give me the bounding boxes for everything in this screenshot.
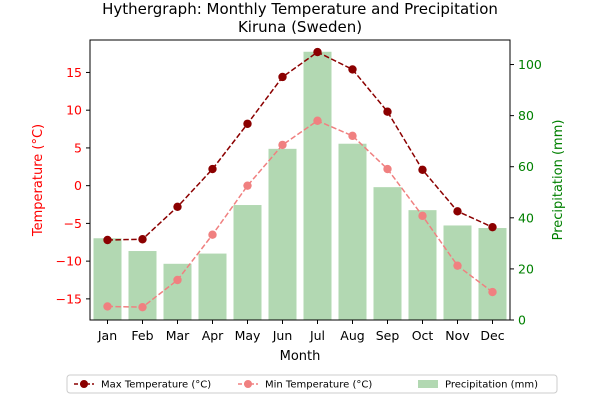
x-tick-label: Dec bbox=[480, 328, 504, 343]
x-tick-label: Nov bbox=[445, 328, 470, 343]
y-left-tick-label: 10 bbox=[66, 103, 82, 118]
min-temp-point-sep bbox=[383, 164, 392, 174]
plot-frame bbox=[89, 39, 511, 321]
x-tick-label: Jul bbox=[309, 328, 325, 343]
y-left-tick-label: −10 bbox=[56, 254, 82, 269]
min-temp-point-may bbox=[243, 181, 252, 190]
y-right-tick-label: 100 bbox=[518, 57, 542, 72]
y-left-tick-label: 15 bbox=[66, 65, 82, 80]
precipitation-bar-jul bbox=[303, 51, 332, 320]
y-axis-right-label: Precipitation (mm) bbox=[551, 120, 566, 241]
max-temp-line bbox=[107, 51, 493, 241]
max-temp-point-feb bbox=[138, 235, 147, 244]
min-temp-point-nov bbox=[453, 261, 462, 270]
min-temp-point-jul bbox=[313, 116, 322, 125]
x-tick-label: Aug bbox=[340, 328, 364, 343]
y-left-tick-label: −5 bbox=[64, 216, 82, 231]
precipitation-bar-sep bbox=[373, 187, 402, 320]
x-tick-label: Jan bbox=[97, 328, 117, 343]
y-axis-left-label: Temperature (°C) bbox=[31, 124, 46, 237]
x-tick-label: Mar bbox=[166, 328, 190, 343]
min-temp-point-oct bbox=[418, 211, 427, 221]
min-temp-point-jun bbox=[278, 140, 287, 150]
legend-max-temp-marker bbox=[80, 380, 88, 388]
max-temp-point-nov bbox=[453, 207, 462, 216]
x-tick-label: Sep bbox=[376, 328, 400, 343]
precipitation-bars bbox=[93, 51, 507, 320]
legend-precipitation-label: Precipitation (mm) bbox=[445, 380, 538, 391]
temperature-lines bbox=[103, 47, 497, 312]
precipitation-bar-jun bbox=[268, 148, 297, 320]
precipitation-bar-may bbox=[233, 205, 262, 320]
chart-subtitle: Kiruna (Sweden) bbox=[238, 18, 362, 36]
y-right-tick-label: 40 bbox=[518, 210, 534, 225]
legend-min-temp-label: Min Temperature (°C) bbox=[265, 380, 372, 391]
min-temp-line bbox=[107, 119, 493, 308]
precipitation-bar-apr bbox=[198, 253, 227, 320]
legend-precipitation-swatch bbox=[418, 380, 438, 388]
max-temp-point-oct bbox=[418, 165, 427, 175]
max-temp-point-jan bbox=[103, 235, 112, 245]
max-temp-point-jul bbox=[313, 47, 322, 57]
chart-title: Hythergraph: Monthly Temperature and Pre… bbox=[102, 0, 498, 18]
y-left-tick-label: 0 bbox=[74, 178, 82, 193]
legend: Max Temperature (°C) Min Temperature (°C)… bbox=[66, 374, 558, 394]
max-temp-point-sep bbox=[383, 107, 392, 116]
precipitation-bar-dec bbox=[478, 228, 507, 320]
y-right-tick-label: 80 bbox=[518, 108, 534, 123]
x-tick-label: Apr bbox=[202, 328, 224, 343]
y-right-tick-label: 20 bbox=[518, 261, 534, 276]
y-axis-left: −15 −10 −5 0 5 10 15 bbox=[56, 65, 90, 306]
y-right-tick-label: 60 bbox=[518, 159, 534, 174]
max-temp-point-jun bbox=[278, 72, 287, 82]
y-left-tick-label: −15 bbox=[56, 291, 82, 306]
x-tick-label: May bbox=[235, 328, 261, 343]
max-temp-point-dec bbox=[488, 222, 497, 232]
x-tick-label: Feb bbox=[131, 328, 153, 343]
legend-frame bbox=[66, 374, 558, 394]
min-temp-point-apr bbox=[208, 230, 217, 239]
y-left-tick-label: 5 bbox=[74, 140, 82, 155]
max-temp-point-aug bbox=[348, 65, 357, 74]
precipitation-bar-mar bbox=[163, 263, 192, 320]
precipitation-bar-oct bbox=[408, 210, 437, 320]
min-temp-point-aug bbox=[348, 131, 357, 141]
max-temp-point-mar bbox=[173, 202, 182, 211]
y-axis-right: 0 20 40 60 80 100 bbox=[510, 57, 542, 328]
x-axis: Jan Feb Mar Apr May Jun Jul Aug Sep Oct Nov Dec bbox=[97, 320, 505, 343]
min-temp-point-jan bbox=[103, 302, 112, 311]
max-temp-point-may bbox=[243, 119, 252, 128]
legend-max-temp-label: Max Temperature (°C) bbox=[101, 380, 211, 391]
y-right-tick-label: 0 bbox=[518, 313, 526, 328]
precipitation-bar-aug bbox=[338, 143, 367, 320]
x-axis-label: Month bbox=[280, 349, 321, 364]
min-temp-point-mar bbox=[173, 275, 182, 285]
max-temp-point-apr bbox=[208, 164, 217, 174]
x-tick-label: Oct bbox=[412, 328, 434, 343]
min-temp-point-feb bbox=[138, 302, 147, 312]
min-temp-point-dec bbox=[488, 287, 497, 297]
legend-min-temp-marker bbox=[244, 380, 252, 388]
x-tick-label: Jun bbox=[272, 328, 293, 343]
